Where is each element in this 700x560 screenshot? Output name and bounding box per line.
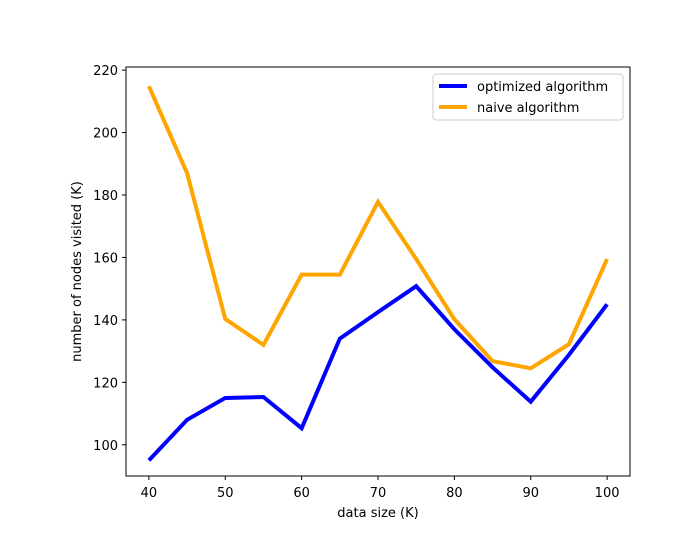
y-tick-label: 120 <box>93 376 118 391</box>
y-tick-label: 140 <box>93 314 118 329</box>
series-line-optimized-algorithm <box>147 283 609 462</box>
x-tick-label: 80 <box>446 486 463 501</box>
y-tick-label: 160 <box>93 251 118 266</box>
series-layer <box>147 85 609 462</box>
x-tick-label: 90 <box>522 486 539 501</box>
series-line-naive-algorithm <box>147 85 609 371</box>
y-tick-label: 100 <box>93 439 118 454</box>
y-tick-label: 200 <box>93 127 118 142</box>
legend-label-optimized: optimized algorithm <box>477 80 608 95</box>
x-axis-label: data size (K) <box>337 506 418 521</box>
y-axis-label: number of nodes visited (K) <box>70 181 85 362</box>
x-tick-label: 40 <box>141 486 158 501</box>
y-tick-label: 180 <box>93 189 118 204</box>
x-tick-label: 70 <box>370 486 387 501</box>
legend-box <box>432 73 624 121</box>
legend: optimized algorithm naive algorithm <box>432 73 624 121</box>
legend-label-naive: naive algorithm <box>477 101 579 116</box>
y-axis-ticks: 100 120 140 160 180 200 220 <box>93 64 126 454</box>
x-tick-label: 50 <box>217 486 234 501</box>
x-axis-ticks: 40 50 60 70 80 90 100 <box>141 476 620 501</box>
y-tick-label: 220 <box>93 64 118 79</box>
x-tick-label: 100 <box>595 486 620 501</box>
x-tick-label: 60 <box>293 486 310 501</box>
